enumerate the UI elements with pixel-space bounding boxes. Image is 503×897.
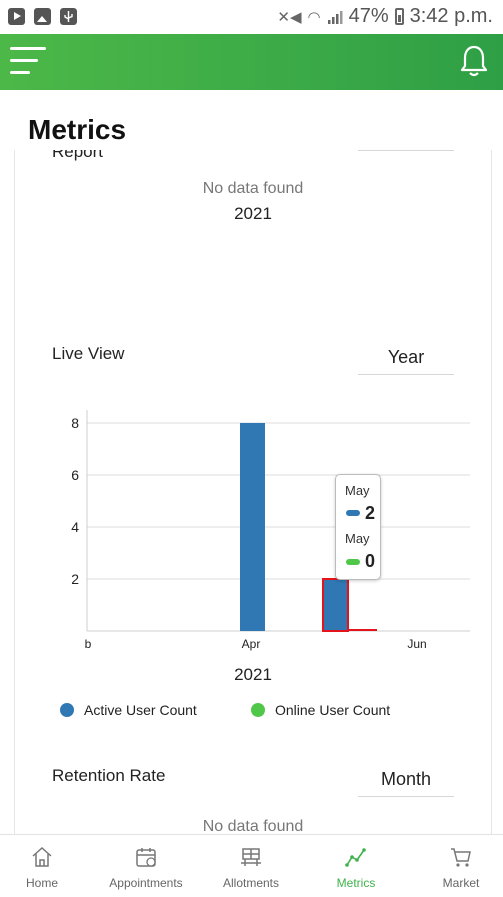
tooltip-month-b: May	[345, 531, 370, 546]
vibrate-off-icon: ✕◀	[277, 8, 301, 26]
nav-appointments-label: Appointments	[96, 876, 196, 890]
y-tick-label: 4	[71, 519, 79, 535]
legend-dot-active	[60, 703, 74, 717]
tooltip-value-a: 2	[365, 503, 375, 524]
home-icon	[30, 845, 54, 869]
bell-icon[interactable]	[459, 44, 489, 78]
chart-year-label: 2021	[15, 665, 491, 685]
bar-online-user	[348, 629, 377, 631]
legend-dot-online	[251, 703, 265, 717]
y-tick-label: 2	[71, 571, 79, 587]
legend-online-user[interactable]: Online User Count	[251, 702, 390, 718]
tooltip-value-b: 0	[365, 551, 375, 572]
y-tick-label: 6	[71, 467, 79, 483]
bar-active-user	[323, 579, 348, 631]
legend-active-user[interactable]: Active User Count	[60, 702, 197, 718]
nav-home[interactable]: Home	[0, 835, 92, 897]
youtube-icon	[8, 8, 25, 25]
report-label: Report	[52, 150, 103, 162]
cart-icon	[449, 845, 473, 869]
report-year: 2021	[15, 204, 491, 224]
report-no-data: No data found	[15, 180, 491, 198]
metrics-icon	[344, 845, 368, 869]
report-period-select[interactable]	[358, 150, 454, 151]
live-view-label: Live View	[52, 344, 124, 364]
legend-label-active: Active User Count	[84, 702, 197, 718]
menu-icon[interactable]	[10, 47, 46, 75]
bottom-nav: Home Appointments Allotments Metrics Mar…	[0, 834, 503, 897]
live-view-chart: 2 4 6 8 b Apr Jun	[15, 400, 491, 670]
nav-allotments-label: Allotments	[201, 876, 301, 890]
tooltip-swatch-online	[346, 559, 360, 565]
page-title: Metrics	[28, 114, 126, 146]
nav-metrics-label: Metrics	[306, 876, 406, 890]
usb-icon	[60, 8, 77, 25]
signal-icon	[327, 9, 343, 25]
image-icon	[34, 8, 51, 25]
nav-market-label: Market	[411, 876, 503, 890]
tooltip-month-a: May	[345, 483, 370, 498]
nav-home-label: Home	[0, 876, 92, 890]
nav-allotments[interactable]: Allotments	[201, 835, 301, 897]
retention-label: Retention Rate	[52, 766, 165, 786]
wifi-icon: ◠	[307, 8, 320, 26]
nav-appointments[interactable]: Appointments	[96, 835, 196, 897]
y-tick-label: 8	[71, 415, 79, 431]
clock: 3:42 p.m.	[410, 5, 493, 28]
tooltip-swatch-active	[346, 510, 360, 516]
calendar-icon	[134, 845, 158, 869]
bar-active-user	[240, 423, 265, 631]
metrics-card: Report No data found 2021 Live View Year…	[14, 150, 492, 840]
nav-market[interactable]: Market	[411, 835, 503, 897]
x-tick-label: b	[85, 637, 92, 651]
x-tick-label: Jun	[407, 637, 426, 651]
chart-tooltip: May 2 May 0	[335, 474, 381, 580]
x-tick-label: Apr	[242, 637, 261, 651]
status-bar: ✕◀ ◠ 47% 3:42 p.m.	[0, 0, 503, 34]
battery-percent: 47%	[349, 5, 389, 28]
legend-label-online: Online User Count	[275, 702, 390, 718]
battery-icon	[395, 8, 404, 25]
nav-metrics[interactable]: Metrics	[306, 835, 406, 897]
retention-period-select[interactable]: Month	[358, 766, 454, 797]
live-view-period-select[interactable]: Year	[358, 344, 454, 375]
allotments-icon	[239, 845, 263, 869]
app-bar	[0, 34, 503, 90]
